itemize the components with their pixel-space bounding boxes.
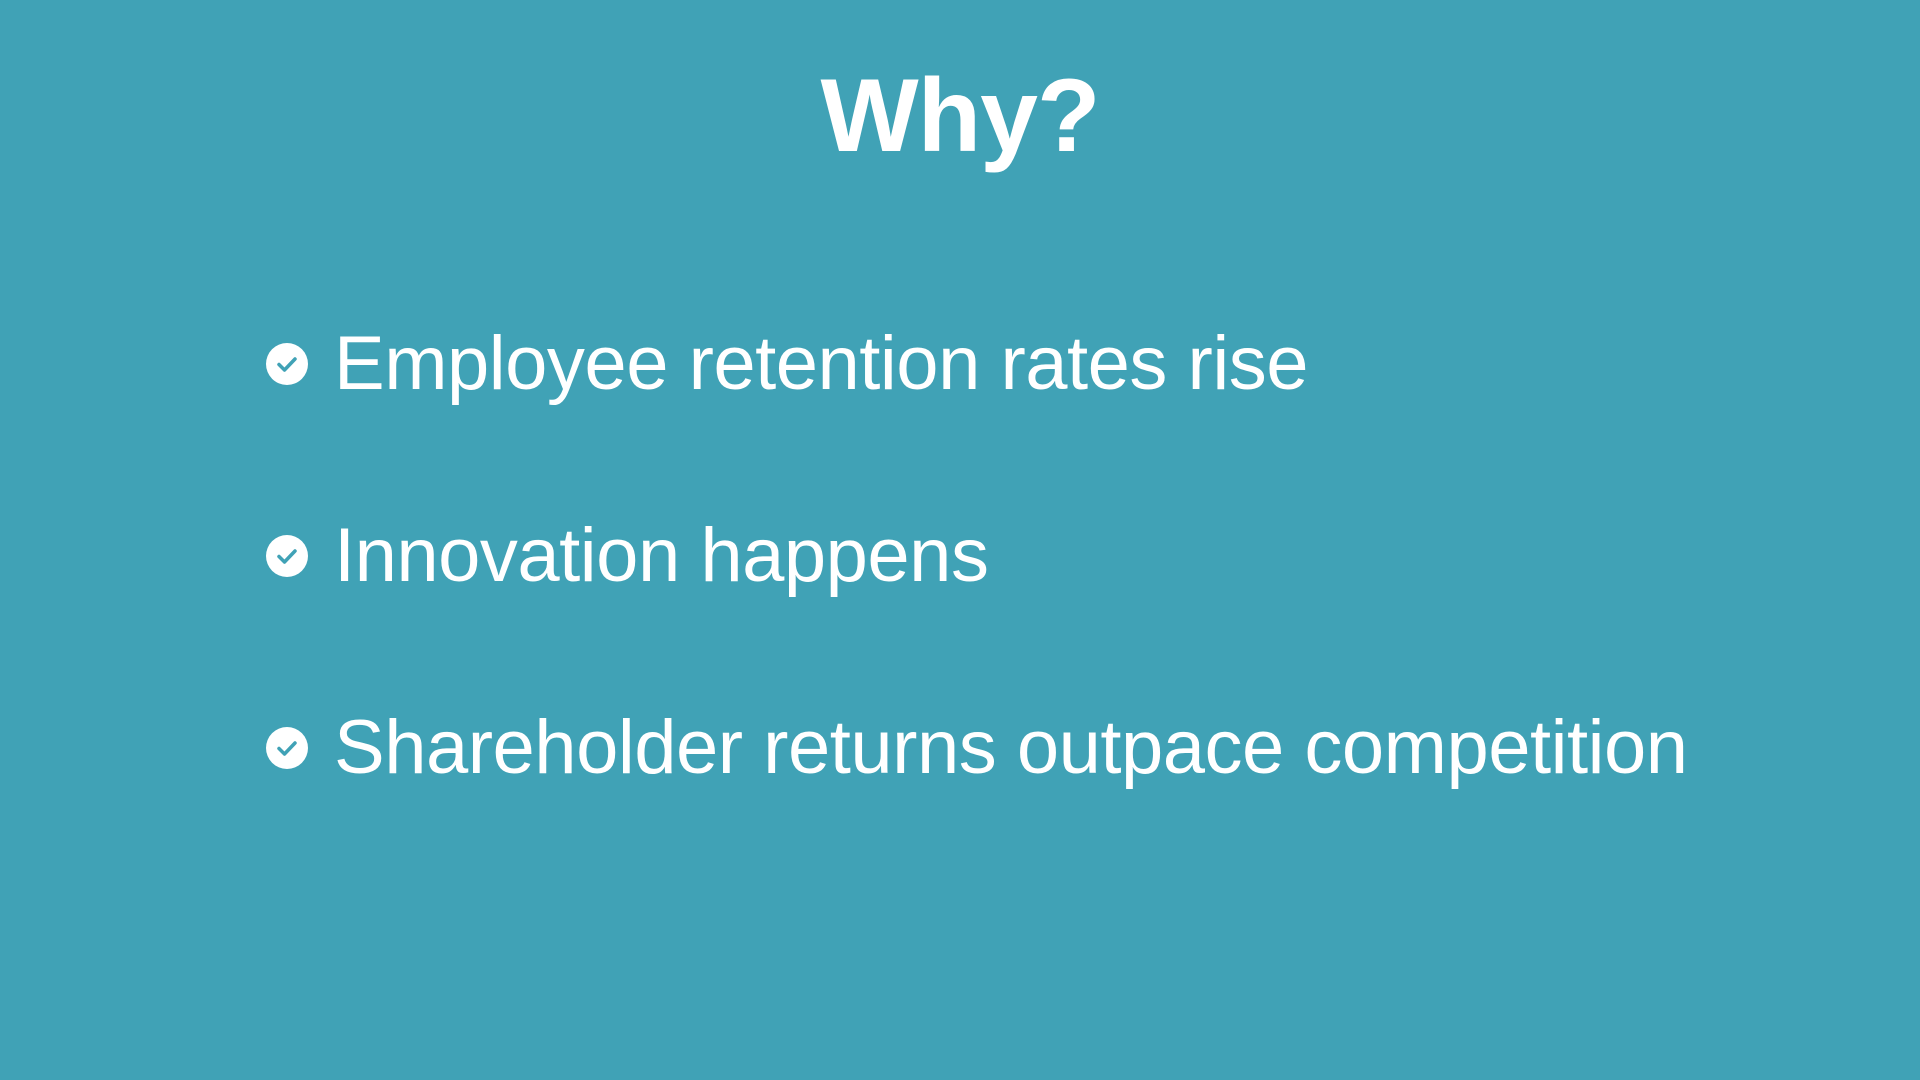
- check-circle-icon: [266, 727, 308, 769]
- bullet-text: Innovation happens: [334, 513, 989, 598]
- bullet-text: Employee retention rates rise: [334, 321, 1308, 406]
- bullet-item: Shareholder returns outpace competition: [266, 702, 1688, 794]
- check-circle-icon: [266, 535, 308, 577]
- bullet-text: Shareholder returns outpace competition: [334, 705, 1688, 790]
- bullet-item: Innovation happens: [266, 510, 1688, 602]
- bullet-item: Employee retention rates rise: [266, 318, 1688, 410]
- slide-title: Why?: [820, 58, 1100, 174]
- bullet-list: Employee retention rates rise Innovation…: [266, 318, 1688, 894]
- check-circle-icon: [266, 343, 308, 385]
